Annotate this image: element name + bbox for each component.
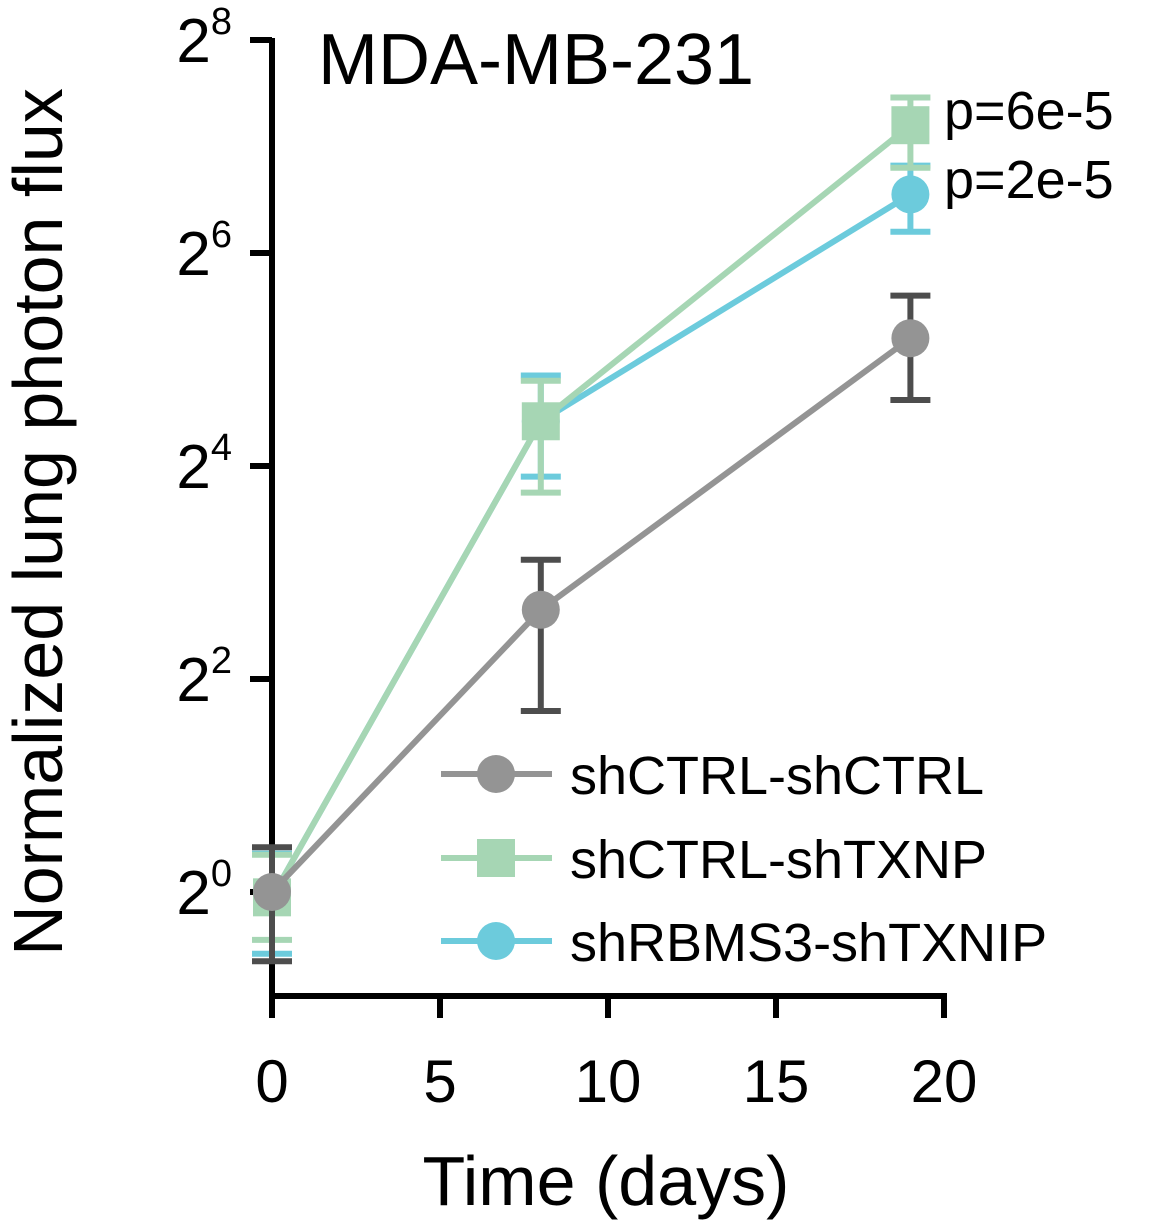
y-tick-label: 22 xyxy=(176,640,232,715)
legend-label: shCTRL-shCTRL xyxy=(570,746,984,806)
chart-title: MDA-MB-231 xyxy=(318,20,754,100)
y-tick-label: 24 xyxy=(176,427,232,502)
data-point xyxy=(891,319,930,358)
x-axis-label: Time (days) xyxy=(423,1142,790,1220)
y-tick-label: 20 xyxy=(176,853,232,928)
series-shCTRL-shCTRL xyxy=(252,292,931,965)
series-layer xyxy=(252,94,931,965)
data-point xyxy=(521,402,560,441)
y-axis-label: Normalized lung photon flux xyxy=(0,88,77,956)
legend-marker xyxy=(477,922,515,960)
x-tick-label: 5 xyxy=(423,1048,456,1115)
data-point xyxy=(253,873,291,911)
x-tick-label: 10 xyxy=(575,1048,642,1115)
legend-marker xyxy=(477,839,515,877)
p-value-annotation-1: p=6e-5 xyxy=(944,81,1114,141)
legend-label: shCTRL-shTXNP xyxy=(570,830,987,890)
x-tick-label: 20 xyxy=(911,1048,978,1115)
data-point xyxy=(891,106,930,145)
x-tick-label: 0 xyxy=(255,1048,288,1115)
x-tick-label: 15 xyxy=(743,1048,810,1115)
data-point xyxy=(891,175,930,214)
legend-item: shRBMS3-shTXNIP xyxy=(441,913,1047,973)
y-tick-label: 28 xyxy=(176,1,232,76)
legend-label: shRBMS3-shTXNIP xyxy=(570,913,1047,973)
y-tick-label: 26 xyxy=(176,214,232,289)
p-value-annotation-2: p=2e-5 xyxy=(944,150,1114,210)
legend-item: shCTRL-shCTRL xyxy=(441,746,984,806)
series-shCTRL-shTXNP xyxy=(252,94,931,943)
legend-marker xyxy=(477,755,515,793)
series-line xyxy=(269,335,913,895)
data-point xyxy=(521,590,560,629)
legend: shCTRL-shCTRL shCTRL-shTXNP shRBMS3-shTXNI… xyxy=(441,746,1047,973)
legend-item: shCTRL-shTXNP xyxy=(441,830,987,890)
